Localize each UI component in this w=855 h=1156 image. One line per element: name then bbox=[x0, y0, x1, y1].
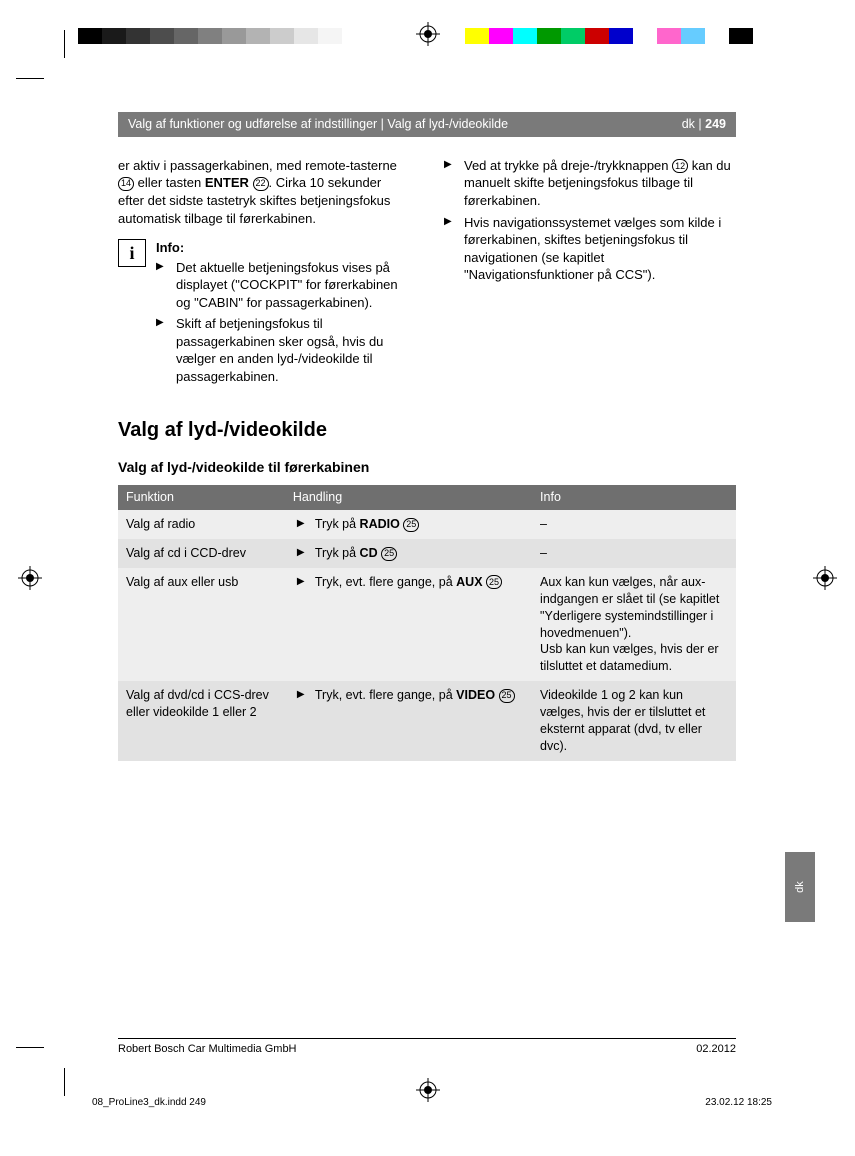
col-funktion: Funktion bbox=[118, 485, 285, 510]
key-ref-22: 22 bbox=[253, 177, 269, 191]
cell-handling: Tryk, evt. flere gange, på AUX 25 bbox=[285, 568, 532, 681]
cell-handling: Tryk på RADIO 25 bbox=[285, 510, 532, 539]
page-content: Valg af funktioner og udførelse af indst… bbox=[118, 112, 736, 761]
intro-paragraph: er aktiv i passagerkabinen, med remote-t… bbox=[118, 157, 410, 227]
info-box: i Info: Det aktuelle betjeningsfokus vis… bbox=[118, 239, 410, 389]
section-heading: Valg af lyd-/videokilde bbox=[118, 417, 736, 444]
page-footer: Robert Bosch Car Multimedia GmbH 02.2012 bbox=[118, 1038, 736, 1055]
cell-funktion: Valg af radio bbox=[118, 510, 285, 539]
header-breadcrumb: Valg af funktioner og udførelse af indst… bbox=[128, 116, 508, 133]
cell-handling: Tryk på CD 25 bbox=[285, 539, 532, 568]
info-title: Info: bbox=[156, 239, 410, 257]
source-selection-table: Funktion Handling Info Valg af radioTryk… bbox=[118, 485, 736, 760]
left-column: er aktiv i passagerkabinen, med remote-t… bbox=[118, 157, 410, 390]
footer-date: 02.2012 bbox=[696, 1043, 736, 1055]
col-handling: Handling bbox=[285, 485, 532, 510]
cell-info: – bbox=[532, 510, 736, 539]
table-row: Valg af aux eller usbTryk, evt. flere ga… bbox=[118, 568, 736, 681]
key-ref-14: 14 bbox=[118, 177, 134, 191]
list-item: Ved at trykke på dreje-/trykknappen 12 k… bbox=[444, 157, 736, 210]
info-icon: i bbox=[118, 239, 146, 267]
table-row: Valg af radioTryk på RADIO 25– bbox=[118, 510, 736, 539]
cell-funktion: Valg af aux eller usb bbox=[118, 568, 285, 681]
key-ref-12: 12 bbox=[672, 159, 688, 173]
right-list: Ved at trykke på dreje-/trykknappen 12 k… bbox=[444, 157, 736, 284]
language-tab: dk bbox=[785, 852, 815, 922]
cell-funktion: Valg af cd i CCD-drev bbox=[118, 539, 285, 568]
key-ref-25: 25 bbox=[486, 575, 502, 589]
info-item: Det aktuelle betjeningsfokus vises på di… bbox=[156, 259, 410, 312]
registration-mark-icon bbox=[416, 22, 440, 46]
cell-info: Videokilde 1 og 2 kan kun vælges, hvis d… bbox=[532, 681, 736, 761]
color-colorbar bbox=[465, 28, 777, 44]
crop-mark-icon bbox=[44, 58, 84, 98]
slug-timestamp: 23.02.12 18:25 bbox=[705, 1097, 772, 1108]
header-page-ref: dk | 249 bbox=[682, 116, 726, 133]
cell-handling: Tryk, evt. flere gange, på VIDEO 25 bbox=[285, 681, 532, 761]
footer-company: Robert Bosch Car Multimedia GmbH bbox=[118, 1043, 297, 1055]
col-info: Info bbox=[532, 485, 736, 510]
cell-info: Aux kan kun vælges, når aux-indgangen er… bbox=[532, 568, 736, 681]
grayscale-colorbar bbox=[78, 28, 390, 44]
key-ref-25: 25 bbox=[381, 547, 397, 561]
key-ref-25: 25 bbox=[403, 518, 419, 532]
right-column: Ved at trykke på dreje-/trykknappen 12 k… bbox=[444, 157, 736, 390]
crop-mark-icon bbox=[44, 1028, 84, 1068]
slug-file: 08_ProLine3_dk.indd 249 bbox=[92, 1097, 206, 1108]
info-list: Det aktuelle betjeningsfokus vises på di… bbox=[156, 259, 410, 386]
cell-info: – bbox=[532, 539, 736, 568]
key-ref-25: 25 bbox=[499, 689, 515, 703]
list-item: Hvis navigationssystemet vælges som kild… bbox=[444, 214, 736, 284]
registration-mark-icon bbox=[813, 566, 837, 590]
subsection-heading: Valg af lyd-/videokilde til førerkabinen bbox=[118, 458, 736, 477]
running-header: Valg af funktioner og udførelse af indst… bbox=[118, 112, 736, 137]
imposition-slug: 08_ProLine3_dk.indd 249 23.02.12 18:25 bbox=[92, 1097, 772, 1108]
registration-mark-icon bbox=[18, 566, 42, 590]
info-item: Skift af betjeningsfokus til passagerkab… bbox=[156, 315, 410, 385]
table-row: Valg af dvd/cd i CCS-drev eller videokil… bbox=[118, 681, 736, 761]
table-row: Valg af cd i CCD-drevTryk på CD 25– bbox=[118, 539, 736, 568]
cell-funktion: Valg af dvd/cd i CCS-drev eller videokil… bbox=[118, 681, 285, 761]
